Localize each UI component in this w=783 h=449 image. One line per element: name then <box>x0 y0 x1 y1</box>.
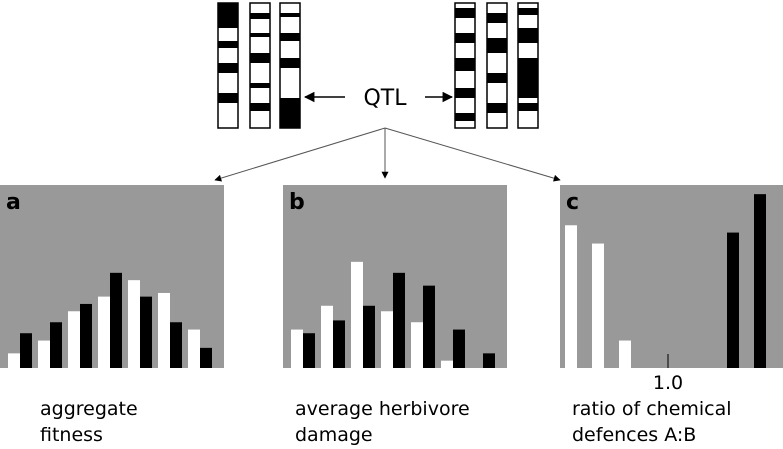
band <box>455 8 475 18</box>
bar-white <box>68 311 80 368</box>
band <box>487 13 507 23</box>
bar-white <box>619 340 631 368</box>
band <box>280 33 300 41</box>
caption: aggregate <box>40 398 138 420</box>
band <box>218 93 238 103</box>
bar-black <box>20 333 32 368</box>
bar-black <box>303 333 315 368</box>
caption: fitness <box>40 424 103 446</box>
panel-letter: b <box>289 190 305 215</box>
band <box>455 33 475 43</box>
band <box>250 53 270 63</box>
panels: a aggregate fitness b average herbivore damag… <box>0 185 783 446</box>
panel-letter: c <box>566 190 579 215</box>
band <box>218 41 238 48</box>
bar-black <box>483 353 495 368</box>
caption: defences A:B <box>572 424 696 446</box>
bar-black <box>140 296 152 368</box>
band <box>218 63 238 73</box>
bar-black <box>754 194 766 368</box>
bar-black <box>170 322 182 368</box>
bar-white <box>98 296 110 368</box>
band <box>280 98 300 128</box>
bar-white <box>291 329 303 368</box>
bar-black <box>453 329 465 368</box>
bar-white <box>128 280 140 368</box>
bar-black <box>200 347 212 368</box>
band <box>518 28 538 43</box>
band <box>455 58 475 71</box>
band <box>455 113 475 121</box>
band <box>250 83 270 88</box>
band <box>218 3 238 28</box>
caption: average herbivore <box>295 398 470 420</box>
chromosome <box>486 2 508 129</box>
band <box>250 103 270 111</box>
chromosomes <box>217 2 539 129</box>
bar-white <box>411 322 423 368</box>
band <box>250 13 270 19</box>
band <box>487 103 507 113</box>
bar-black <box>393 272 405 368</box>
band <box>250 33 270 37</box>
bar-white <box>592 243 604 368</box>
arrow <box>214 127 386 182</box>
bar-white <box>441 360 453 368</box>
qtl-label: QTL <box>363 86 407 111</box>
band <box>518 58 538 98</box>
bar-black <box>363 305 375 368</box>
band <box>487 73 507 83</box>
caption: ratio of chemical <box>572 398 732 420</box>
bar-white <box>351 261 363 368</box>
bar-white <box>188 329 200 368</box>
band <box>280 13 300 17</box>
band <box>518 103 538 111</box>
bar-black <box>727 232 739 368</box>
bar-black <box>110 272 122 368</box>
tick-label: 1.0 <box>653 372 683 394</box>
bar-white <box>38 340 50 368</box>
bar-white <box>565 225 577 368</box>
bar-white <box>321 305 333 368</box>
band <box>280 58 300 68</box>
band <box>518 8 538 15</box>
arrow <box>384 127 561 182</box>
panel-letter: a <box>6 190 21 215</box>
bar-white <box>381 311 393 368</box>
bar-white <box>158 292 170 368</box>
bar-black <box>80 303 92 368</box>
bar-black <box>423 285 435 368</box>
bar-white <box>8 353 20 368</box>
band <box>487 38 507 53</box>
bar-black <box>333 320 345 368</box>
caption: damage <box>295 424 373 446</box>
bar-black <box>50 322 62 368</box>
band <box>455 88 475 98</box>
